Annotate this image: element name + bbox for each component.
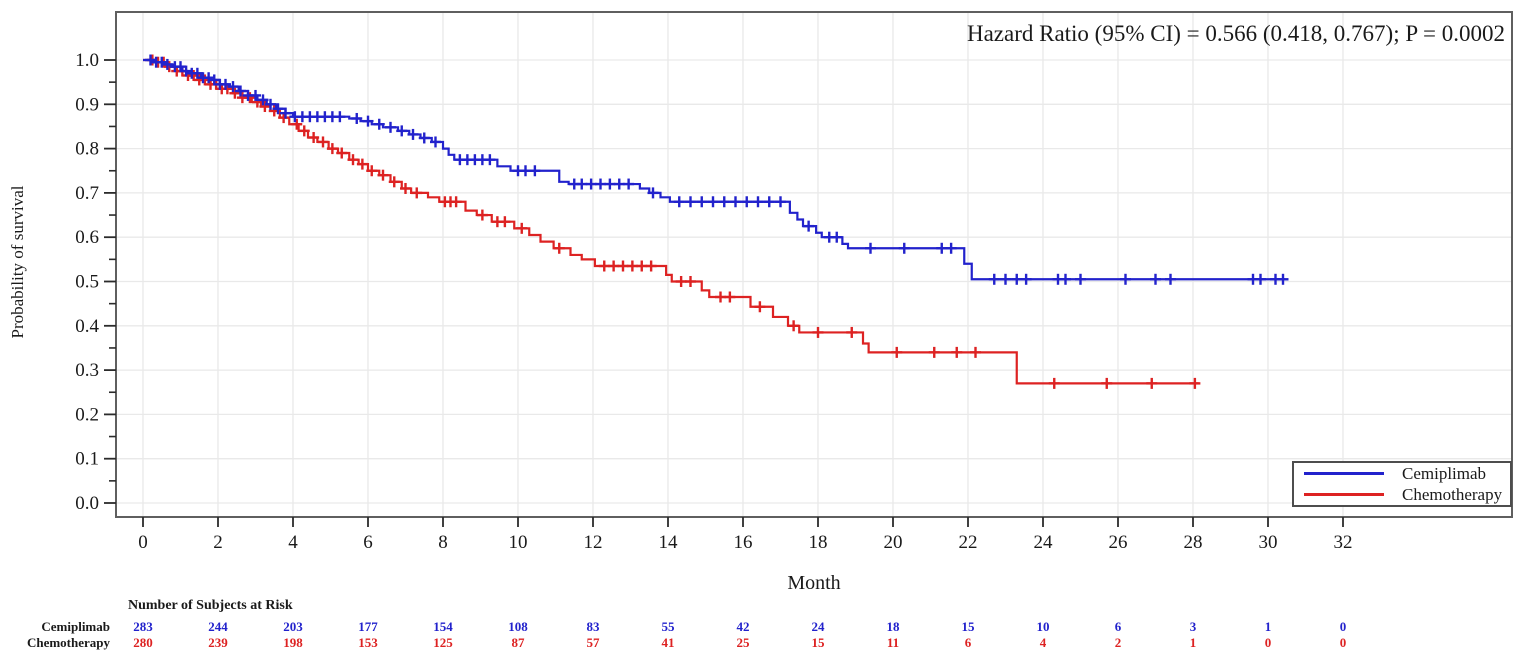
risk-value-cemiplimab-m18: 24 (811, 619, 825, 634)
y-tick-label: 1.0 (75, 50, 99, 71)
risk-value-chemotherapy-m32: 0 (1339, 635, 1347, 650)
censor-marks-cemiplimab (145, 54, 1289, 285)
x-tick-label: 30 (1259, 532, 1278, 553)
x-tick-label: 2 (213, 532, 223, 553)
risk-value-cemiplimab-m14: 55 (661, 619, 675, 634)
risk-value-cemiplimab-m20: 18 (886, 619, 900, 634)
censor-marks-chemotherapy (146, 54, 1201, 389)
x-tick-label: 6 (363, 532, 373, 553)
x-tick-label: 10 (509, 532, 528, 553)
legend-item-chemotherapy: Chemotherapy (1294, 484, 1510, 505)
y-axis: 0.0 0.1 0.2 0.3 0.4 0.5 0.6 0.7 0.8 0.9 1.0 (75, 50, 116, 514)
risk-value-cemiplimab-m16: 42 (736, 619, 750, 634)
risk-value-cemiplimab-m4: 203 (283, 619, 303, 634)
x-tick-label: 26 (1109, 532, 1128, 553)
risk-row-label-cemiplimab: Cemiplimab (41, 619, 110, 634)
risk-value-chemotherapy-m4: 198 (283, 635, 303, 650)
risk-value-chemotherapy-m22: 6 (964, 635, 972, 650)
gridlines (116, 12, 1512, 517)
x-tick-label: 20 (884, 532, 903, 553)
x-axis-title: Month (787, 572, 841, 594)
risk-value-cemiplimab-m8: 154 (433, 619, 453, 634)
x-tick-label: 0 (138, 532, 148, 553)
risk-value-chemotherapy-m18: 15 (811, 635, 825, 650)
risk-value-chemotherapy-m26: 2 (1114, 635, 1122, 650)
x-tick-label: 4 (288, 532, 298, 553)
risk-value-chemotherapy-m14: 41 (661, 635, 675, 650)
y-tick-label: 0.0 (75, 493, 99, 514)
risk-value-chemotherapy-m12: 57 (586, 635, 600, 650)
risk-value-cemiplimab-m10: 108 (508, 619, 528, 634)
risk-value-cemiplimab-m30: 1 (1264, 619, 1272, 634)
risk-value-chemotherapy-m28: 1 (1189, 635, 1197, 650)
survival-curve-cemiplimab (143, 58, 1285, 281)
x-tick-label: 28 (1184, 532, 1203, 553)
y-tick-label: 0.4 (75, 316, 99, 337)
risk-value-cemiplimab-m32: 0 (1339, 619, 1347, 634)
risk-value-cemiplimab-m6: 177 (358, 619, 378, 634)
y-axis-title: Probability of survival (8, 185, 27, 339)
risk-table-title: Number of Subjects at Risk (128, 598, 293, 613)
legend-line-sample-cemiplimab (1304, 472, 1384, 475)
x-tick-label: 8 (438, 532, 448, 553)
risk-value-chemotherapy-m6: 153 (358, 635, 378, 650)
y-tick-label: 0.5 (75, 272, 99, 293)
survival-curve-chemotherapy (143, 58, 1199, 385)
legend: Cemiplimab Chemotherapy (1292, 461, 1512, 507)
x-tick-label: 22 (959, 532, 978, 553)
risk-value-chemotherapy-m20: 11 (886, 635, 900, 650)
x-tick-label: 24 (1034, 532, 1054, 553)
risk-value-cemiplimab-m24: 10 (1036, 619, 1050, 634)
legend-item-cemiplimab: Cemiplimab (1294, 463, 1510, 484)
series-cemiplimab (143, 54, 1289, 285)
risk-value-chemotherapy-m8: 125 (433, 635, 453, 650)
x-tick-label: 14 (659, 532, 679, 553)
risk-value-chemotherapy-m16: 25 (736, 635, 750, 650)
plot-frame (115, 11, 1513, 518)
y-tick-label: 0.8 (75, 139, 99, 160)
risk-value-cemiplimab-m28: 3 (1189, 619, 1197, 634)
risk-value-cemiplimab-m2: 244 (208, 619, 228, 634)
legend-label-cemiplimab: Cemiplimab (1402, 464, 1487, 483)
risk-value-cemiplimab-m22: 15 (961, 619, 975, 634)
risk-row-label-chemotherapy: Chemotherapy (26, 635, 110, 650)
risk-value-chemotherapy-m2: 239 (208, 635, 228, 650)
x-axis: 0 2 4 6 8 10 12 14 16 18 20 22 24 26 28 30 32 (138, 517, 1353, 553)
risk-value-chemotherapy-m30: 0 (1264, 635, 1272, 650)
y-tick-label: 0.7 (75, 183, 99, 204)
x-tick-label: 18 (809, 532, 828, 553)
risk-value-cemiplimab-m0: 283 (133, 619, 153, 634)
risk-value-chemotherapy-m24: 4 (1039, 635, 1047, 650)
risk-value-cemiplimab-m12: 83 (586, 619, 600, 634)
x-tick-label: 32 (1334, 532, 1353, 553)
risk-value-chemotherapy-m10: 87 (511, 635, 525, 650)
x-tick-label: 12 (584, 532, 603, 553)
y-tick-label: 0.1 (75, 449, 99, 470)
risk-value-cemiplimab-m26: 6 (1114, 619, 1122, 634)
series-chemotherapy (143, 54, 1201, 389)
y-tick-label: 0.3 (75, 360, 99, 381)
x-tick-label: 16 (734, 532, 753, 553)
y-tick-label: 0.6 (75, 227, 99, 248)
legend-label-chemotherapy: Chemotherapy (1402, 485, 1503, 504)
y-tick-label: 0.2 (75, 404, 99, 425)
hazard-ratio-annotation: Hazard Ratio (95% CI) = 0.566 (0.418, 0.… (966, 21, 1505, 46)
risk-value-chemotherapy-m0: 280 (133, 635, 153, 650)
legend-line-sample-chemotherapy (1304, 493, 1384, 496)
y-tick-label: 0.9 (75, 94, 99, 115)
